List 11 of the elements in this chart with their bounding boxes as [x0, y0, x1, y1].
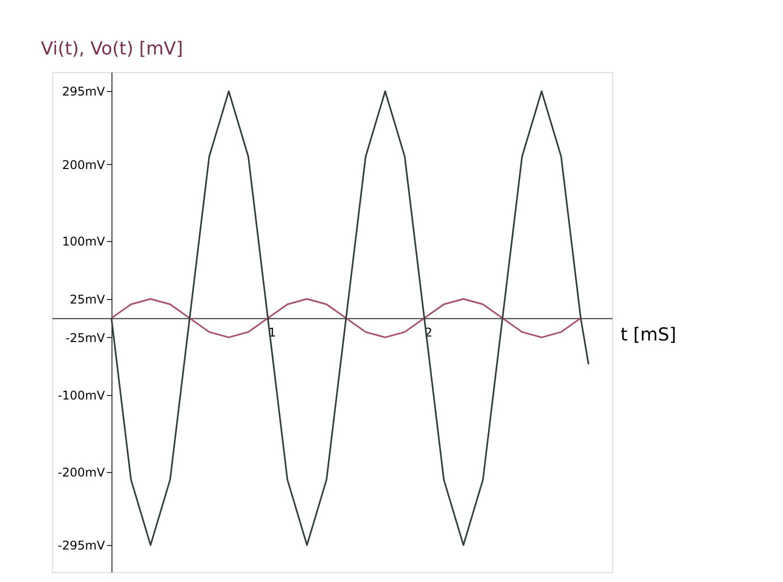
- y-tick-label: 100mV: [62, 234, 106, 249]
- y-tick-label: 200mV: [62, 158, 106, 172]
- y-tick-label: -25mV: [65, 330, 106, 345]
- y-tick-label: 295mV: [62, 84, 106, 99]
- y-tick-label: -100mV: [58, 388, 106, 403]
- y-axis-title: Vi(t), Vo(t) [mV]: [40, 38, 184, 60]
- y-tick-label: -200mV: [58, 466, 106, 480]
- line-series: [110, 298, 582, 338]
- y-tick-label: -295mV: [58, 538, 106, 553]
- y-tick-label: 25mV: [70, 292, 106, 306]
- x-axis-title: t [mS]: [620, 324, 676, 346]
